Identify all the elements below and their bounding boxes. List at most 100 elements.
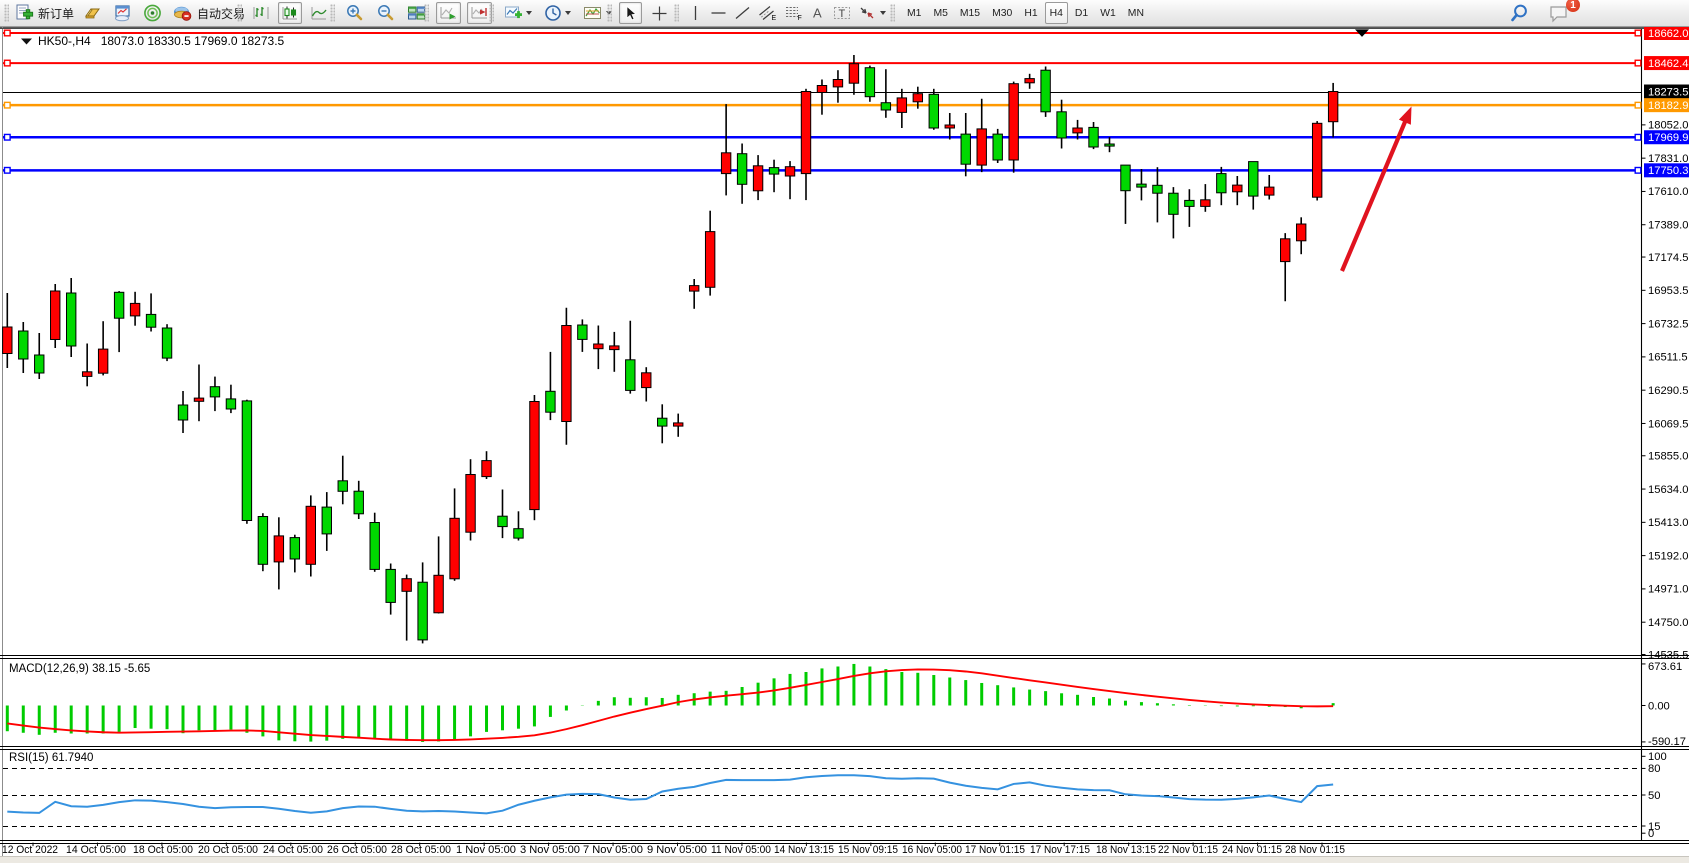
candle-body-down[interactable] [513,528,524,539]
hline-anchor-right[interactable] [1634,166,1642,174]
hline-anchor-right[interactable] [1634,59,1642,67]
candle-body-up[interactable] [1311,122,1323,198]
candle-body-up[interactable] [1295,223,1307,242]
candle-body-down[interactable] [1088,126,1099,148]
candle-body-up[interactable] [561,325,572,423]
periods-dropdown-arrow[interactable] [565,11,571,15]
signals-button[interactable] [140,2,165,24]
tile-windows-button[interactable] [404,2,429,24]
hline-marker-triangle[interactable] [1355,29,1369,37]
hline-anchor-left[interactable] [3,59,11,67]
candle-body-up[interactable] [1024,78,1035,84]
candle-body-up[interactable] [1280,238,1291,263]
search-button[interactable] [1505,2,1533,24]
candle-body-up[interactable] [832,78,844,88]
text-button[interactable]: A [808,2,828,24]
toolbar-grip[interactable] [674,4,679,22]
candle-body-down[interactable] [1184,199,1195,207]
candle-body-up[interactable] [1264,186,1275,196]
notifications-button[interactable]: 1 [1545,0,1580,24]
candle-body-down[interactable] [1136,183,1147,188]
cursor-button[interactable] [619,2,642,24]
symbol-dropdown-icon[interactable] [20,37,33,46]
candle-body-down[interactable] [177,404,189,421]
candle-body-up[interactable] [720,152,732,175]
hline-anchor-left[interactable] [3,133,11,141]
candle-body-down[interactable] [928,93,939,129]
candle-body-up[interactable] [305,505,317,565]
hline-anchor-right[interactable] [1634,101,1642,109]
candle-body-down[interactable] [880,102,892,111]
zoom-out-button[interactable] [373,2,398,24]
candle-body-up[interactable] [641,372,652,389]
hline-anchor-left[interactable] [3,166,11,174]
trendline-button[interactable] [732,2,753,24]
hline-anchor-right[interactable] [1634,29,1642,37]
horizontal-line-button[interactable] [708,2,729,24]
candle-body-up[interactable] [848,63,860,84]
candle-body-down[interactable] [385,568,396,603]
candle-body-up[interactable] [609,345,620,351]
candle-body-down[interactable] [577,324,588,340]
candle-body-down[interactable] [353,490,364,515]
candle-body-up[interactable] [1200,199,1211,207]
candle-body-down[interactable] [1120,164,1131,192]
candle-body-down[interactable] [65,292,77,347]
timeframe-m5-button[interactable]: M5 [933,7,948,19]
candle-body-down[interactable] [1040,69,1051,113]
candle-body-down[interactable] [113,291,125,319]
candle-body-down[interactable] [417,581,428,641]
candle-body-up[interactable] [673,422,684,427]
candle-body-up[interactable] [50,290,61,340]
candle-body-up[interactable] [1072,127,1083,134]
candle-body-down[interactable] [34,354,45,374]
candle-body-down[interactable] [241,400,253,522]
chart-plot[interactable]: 18052.0 17831.0 17610.0 17389.0 17174.5 16953… [0,27,1689,856]
timeframe-w1-button[interactable]: W1 [1100,7,1116,19]
candle-body-up[interactable] [912,93,924,103]
candle-body-up[interactable] [816,85,828,94]
trend-arrow-shaft[interactable] [1340,117,1409,272]
timeframe-mn-button[interactable]: MN [1127,7,1144,19]
candle-body-down[interactable] [321,506,332,535]
arrows-dropdown-arrow[interactable] [880,11,886,15]
toolbar-grip[interactable] [607,4,612,22]
zoom-in-button[interactable] [342,2,367,24]
candle-body-down[interactable] [369,522,380,570]
candlestick-chart-button[interactable] [278,2,302,24]
candle-body-up[interactable] [752,165,764,192]
autotrading-button[interactable]: 自动交易 [169,2,248,24]
toolbar-grip[interactable] [4,4,9,22]
equidistant-channel-button[interactable]: E [756,2,779,24]
timeframe-m1-button[interactable]: M1 [907,7,922,19]
candle-body-down[interactable] [960,133,971,165]
vertical-line-button[interactable] [686,2,705,24]
candle-body-up[interactable] [704,231,716,288]
candle-body-down[interactable] [768,167,780,175]
hline-anchor-right[interactable] [1634,133,1642,141]
toolbar-grip[interactable] [330,4,335,22]
fibonacci-button[interactable]: F [782,2,805,24]
toolbar-grip[interactable] [890,4,895,22]
candle-body-up[interactable] [1232,184,1243,193]
candle-body-down[interactable] [161,327,173,359]
bar-chart-button[interactable] [249,2,273,24]
line-chart-button[interactable] [307,2,331,24]
candle-body-down[interactable] [145,313,157,328]
toolbar-grip[interactable] [489,4,494,22]
candle-body-up[interactable] [1008,83,1019,161]
candle-body-up[interactable] [81,371,93,377]
timeframe-h4-button[interactable]: H4 [1044,2,1068,24]
candle-body-up[interactable] [97,348,109,374]
toolbar-grip[interactable] [424,4,429,22]
candle-body-up[interactable] [273,535,285,563]
candle-body-down[interactable] [1168,192,1179,215]
hline-anchor-left[interactable] [3,101,11,109]
candle-body-down[interactable] [1056,111,1067,139]
macd-signal-line[interactable] [7,668,1334,742]
candle-body-up[interactable] [481,460,492,478]
candle-body-up[interactable] [1327,91,1339,123]
candle-body-down[interactable] [625,359,636,391]
candle-body-up[interactable] [433,574,444,614]
periods-button[interactable] [541,2,574,24]
